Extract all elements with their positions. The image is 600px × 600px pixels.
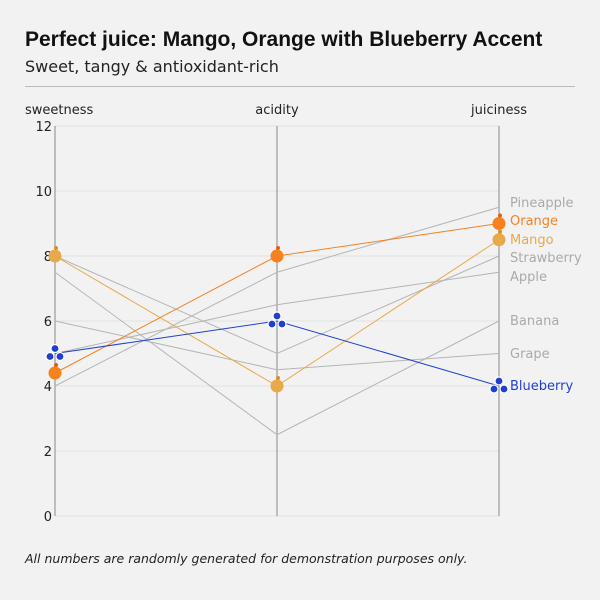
mango-icon	[48, 249, 62, 263]
mango-leaf-icon	[498, 229, 502, 234]
line-grape	[54, 320, 500, 371]
y-tick-label: 4	[44, 380, 52, 395]
blueberry-icon	[277, 319, 287, 329]
blueberry-icon	[267, 319, 277, 329]
chart-title: Perfect juice: Mango, Orange with Bluebe…	[25, 28, 543, 51]
orange-icon	[492, 217, 506, 230]
series-label-apple: Apple	[510, 270, 547, 285]
mango-leaf-icon	[54, 246, 58, 250]
blueberry-icon	[499, 384, 509, 394]
y-tick-label: 10	[35, 185, 52, 200]
y-tick-label: 0	[44, 510, 52, 525]
mango-icon	[270, 379, 284, 393]
mango-leaf-icon	[276, 376, 280, 380]
blueberry-icon	[55, 351, 65, 362]
axis-label-juiciness: juiciness	[470, 103, 527, 118]
series-label-strawberry: Strawberry	[510, 251, 582, 266]
series-label-blueberry: Blueberry	[510, 379, 573, 394]
line-blueberry	[54, 320, 500, 387]
y-tick-label: 2	[44, 445, 52, 460]
axis-label-acidity: acidity	[255, 103, 299, 118]
axis-label-sweetness: sweetness	[25, 103, 94, 118]
mango-icon	[492, 233, 506, 247]
blueberry-icon	[489, 384, 499, 394]
line-pineapple	[54, 206, 500, 387]
y-tick-label: 6	[44, 315, 52, 330]
footnote: All numbers are randomly generated for d…	[25, 551, 468, 566]
divider	[25, 86, 575, 87]
orange-icon	[48, 366, 62, 380]
chart-subtitle: Sweet, tangy & antioxidant-rich	[25, 57, 279, 76]
blueberry-icon	[50, 343, 60, 354]
series-label-grape: Grape	[510, 347, 550, 362]
orange-leaf-icon	[276, 246, 280, 250]
series-label-mango: Mango	[510, 233, 554, 248]
y-tick-label: 12	[35, 120, 52, 135]
series-label-banana: Banana	[510, 314, 559, 329]
orange-leaf-icon	[54, 363, 58, 367]
blueberry-icon	[272, 311, 282, 321]
orange-leaf-icon	[498, 213, 502, 218]
series-label-pineapple: Pineapple	[510, 196, 573, 211]
y-tick-label: 8	[44, 250, 52, 265]
series-label-orange: Orange	[510, 214, 558, 229]
orange-icon	[270, 249, 284, 263]
blueberry-icon	[45, 351, 55, 362]
blueberry-icon	[494, 376, 504, 386]
